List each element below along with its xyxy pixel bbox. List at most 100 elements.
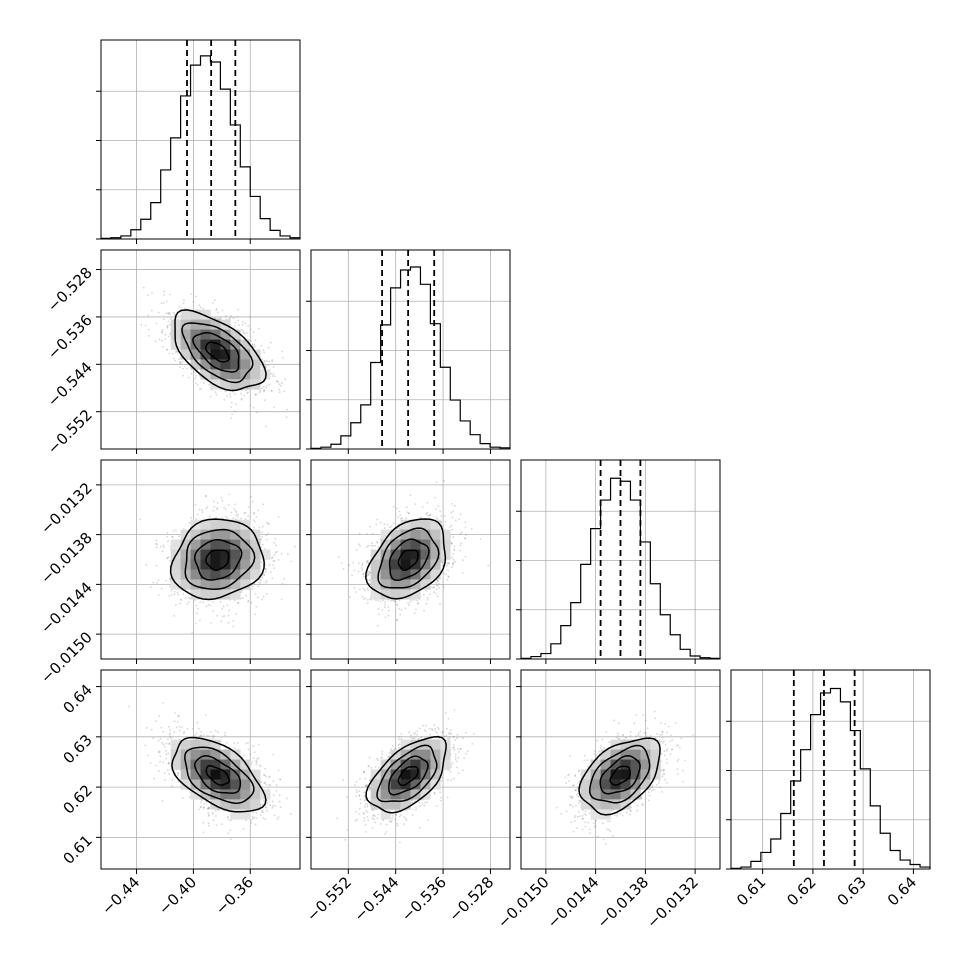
- sample-point: [273, 541, 276, 544]
- sample-point: [172, 530, 175, 532]
- sample-point: [162, 301, 165, 304]
- sample-point: [157, 579, 160, 582]
- sample-point: [174, 529, 177, 531]
- sample-point: [421, 506, 424, 508]
- sample-point: [274, 537, 277, 540]
- sample-point: [269, 571, 272, 574]
- sample-point: [366, 533, 368, 535]
- sample-point: [267, 532, 270, 535]
- sample-point: [252, 585, 254, 588]
- y-tick-label: −0.552: [44, 406, 96, 458]
- y-tick-label: −0.0132: [37, 479, 96, 538]
- sample-point: [260, 344, 263, 347]
- sample-point: [265, 579, 268, 582]
- sample-point: [198, 619, 201, 622]
- sample-point: [157, 594, 160, 596]
- sample-point: [214, 391, 217, 394]
- sample-point: [169, 313, 172, 316]
- sample-point: [461, 572, 464, 574]
- sample-point: [384, 603, 387, 606]
- sample-point: [202, 307, 205, 310]
- density-cell: [230, 359, 241, 370]
- sample-point: [262, 349, 265, 352]
- sample-point: [278, 388, 281, 391]
- histogram-step: [100, 55, 301, 239]
- sample-point: [280, 552, 283, 555]
- sample-point: [460, 542, 462, 545]
- sample-point: [169, 559, 171, 562]
- sample-point: [178, 535, 181, 538]
- sample-point: [169, 578, 172, 581]
- sample-point: [160, 587, 163, 590]
- sample-point: [245, 594, 247, 597]
- sample-point: [265, 568, 268, 570]
- sample-point: [235, 403, 237, 406]
- sample-point: [205, 605, 208, 608]
- sample-point: [177, 593, 180, 596]
- sample-point: [254, 613, 256, 616]
- sample-point: [273, 406, 275, 409]
- sample-point: [387, 609, 390, 612]
- sample-point: [230, 315, 233, 317]
- sample-point: [196, 612, 198, 615]
- sample-point: [377, 608, 380, 611]
- sample-point: [167, 320, 170, 323]
- sample-point: [206, 506, 209, 508]
- density-cell: [210, 519, 221, 530]
- sample-point: [183, 527, 185, 530]
- sample-point: [207, 603, 210, 606]
- sample-point: [144, 324, 147, 327]
- sample-point: [226, 394, 229, 397]
- density-cell: [180, 329, 191, 340]
- density-cell: [200, 569, 211, 580]
- sample-point: [232, 517, 235, 520]
- sample-point: [409, 601, 411, 603]
- sample-point: [265, 386, 267, 389]
- density-cell: [240, 359, 251, 370]
- sample-point: [196, 513, 199, 515]
- sample-point: [274, 551, 277, 554]
- sample-point: [399, 514, 402, 516]
- sample-point: [261, 598, 263, 601]
- sample-point: [218, 318, 221, 320]
- sample-point: [213, 317, 216, 320]
- sample-point: [155, 322, 158, 325]
- sample-point: [262, 367, 264, 370]
- sample-point: [165, 348, 168, 351]
- sample-point: [253, 511, 256, 514]
- histogram-step: [310, 266, 511, 450]
- density-cell: [230, 339, 241, 350]
- sample-point: [407, 512, 410, 515]
- sample-point: [199, 306, 202, 309]
- sample-point: [261, 536, 264, 538]
- sample-point: [260, 365, 263, 368]
- sample-point: [280, 384, 282, 387]
- sample-point: [203, 518, 205, 520]
- sample-point: [452, 552, 454, 555]
- sample-point: [390, 525, 393, 528]
- sample-point: [383, 523, 386, 525]
- sample-point: [237, 513, 240, 516]
- density-cell: [240, 349, 251, 360]
- sample-point: [195, 604, 198, 607]
- contour-line: [174, 309, 267, 392]
- sample-point: [190, 372, 193, 375]
- sample-point: [254, 520, 256, 523]
- sample-point: [367, 544, 370, 547]
- sample-point: [464, 537, 466, 540]
- sample-point: [247, 325, 250, 327]
- panel-frame-1-1: [310, 249, 511, 450]
- sample-point: [355, 549, 358, 551]
- sample-point: [255, 605, 258, 608]
- sample-point: [195, 622, 197, 625]
- density-cell: [180, 549, 191, 560]
- sample-point: [216, 614, 219, 617]
- sample-point: [458, 518, 460, 521]
- sample-point: [397, 516, 400, 519]
- sample-point: [147, 314, 150, 317]
- sample-point: [392, 505, 395, 508]
- sample-point: [263, 351, 265, 354]
- sample-point: [371, 532, 374, 535]
- sample-point: [180, 599, 183, 601]
- sample-point: [405, 506, 408, 509]
